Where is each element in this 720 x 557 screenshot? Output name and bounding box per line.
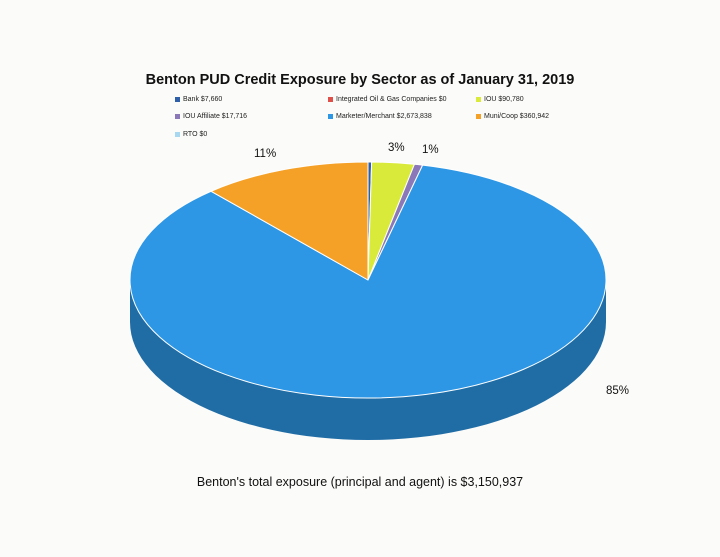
- exposure-footer-note: Benton's total exposure (principal and a…: [196, 475, 524, 489]
- legend-item-muni-coop: Muni/Coop $360,942: [476, 113, 549, 120]
- data-label-marketer-merchant: 85%: [606, 385, 630, 397]
- legend-label-marketer-merchant: Marketer/Merchant $2,673,838: [336, 113, 432, 120]
- legend-label-iou-affiliate: IOU Affiliate $17,716: [183, 113, 248, 120]
- data-label-iou: 3%: [388, 142, 405, 154]
- chart-legend: Bank $7,660 Integrated Oil & Gas Compani…: [0, 0, 720, 150]
- pie-slice-muni-coop: [210, 161, 369, 281]
- legend-swatch-muni-coop: [476, 114, 481, 119]
- legend-swatch-bank: [175, 97, 180, 102]
- legend-item-marketer-merchant: Marketer/Merchant $2,673,838: [328, 113, 432, 120]
- data-label-muni-coop: 11%: [254, 148, 277, 160]
- legend-label-bank: Bank $7,660: [183, 96, 223, 103]
- legend-item-iou: IOU $90,780: [476, 96, 524, 103]
- legend-label-muni-coop: Muni/Coop $360,942: [484, 113, 549, 120]
- legend-swatch-rto: [175, 132, 180, 137]
- legend-label-integrated-oil-gas: Integrated Oil & Gas Companies $0: [336, 96, 447, 103]
- legend-item-rto: RTO $0: [175, 131, 207, 138]
- legend-swatch-integrated-oil-gas: [328, 97, 333, 102]
- legend-label-rto: RTO $0: [183, 131, 208, 138]
- legend-item-bank: Bank $7,660: [175, 96, 222, 103]
- legend-swatch-iou-affiliate: [175, 114, 180, 119]
- legend-swatch-iou: [476, 97, 481, 102]
- pie-slice-marketer-merchant: [129, 164, 607, 399]
- legend-item-iou-affiliate: IOU Affiliate $17,716: [175, 113, 247, 120]
- legend-label-iou: IOU $90,780: [484, 96, 524, 103]
- chart-title: Benton PUD Credit Exposure by Sector as …: [145, 72, 575, 88]
- legend-swatch-marketer-merchant: [328, 114, 333, 119]
- data-label-iou-affiliate: 1%: [422, 144, 439, 156]
- legend-item-integrated-oil-gas: Integrated Oil & Gas Companies $0: [328, 96, 447, 103]
- pie-side-marketer-merchant: [130, 280, 606, 440]
